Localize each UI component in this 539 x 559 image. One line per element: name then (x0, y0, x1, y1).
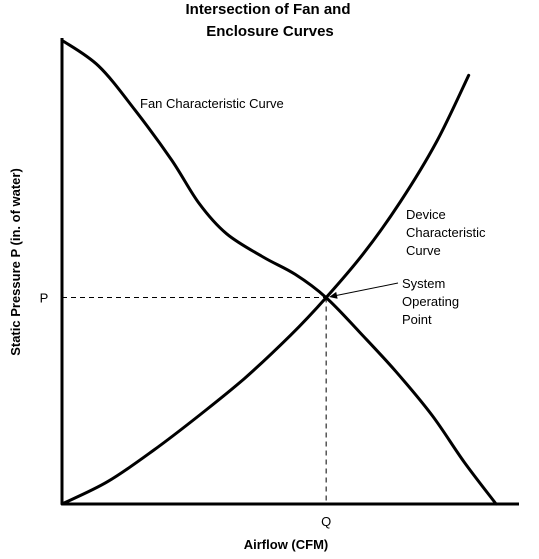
x-axis-title: Airflow (CFM) (244, 537, 328, 552)
operating-point-label-line-1: System (402, 276, 445, 291)
chart-title-line-1: Intersection of Fan and (185, 1, 350, 18)
x-tick-label-q: Q (321, 514, 331, 529)
fan-characteristic-curve (60, 38, 498, 506)
device-curve-label-line-3: Curve (406, 243, 441, 258)
device-curve-label-line-2: Characteristic (406, 225, 486, 240)
operating-point-arrow (334, 282, 399, 297)
device-curve-label-line-1: Device (406, 207, 446, 222)
operating-point-arrowhead (329, 291, 338, 299)
operating-point-label-line-3: Point (402, 312, 432, 327)
y-tick-label-p: P (40, 291, 49, 306)
device-characteristic-curve (60, 73, 471, 506)
operating-point-label-line-2: Operating (402, 294, 459, 309)
y-axis-title: Static Pressure P (in. of water) (8, 168, 23, 356)
fan-curve-label: Fan Characteristic Curve (140, 96, 284, 111)
chart-title-line-2: Enclosure Curves (206, 23, 334, 40)
